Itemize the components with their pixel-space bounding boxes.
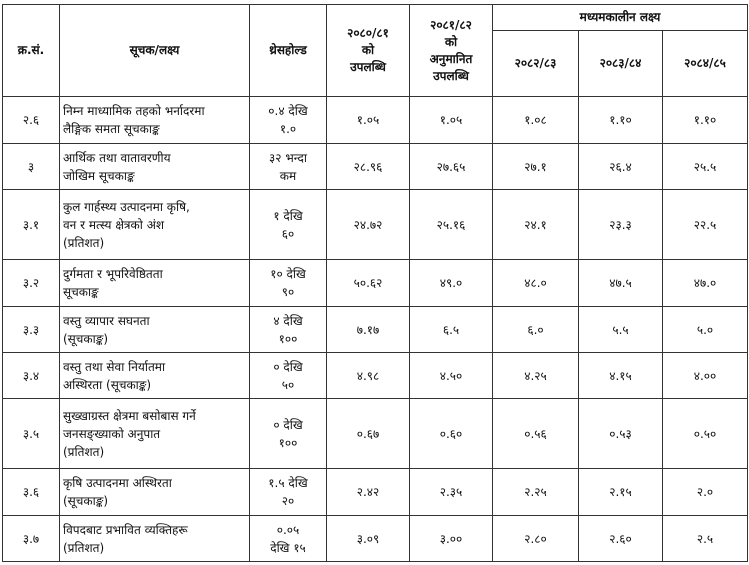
- header-estimated-8182: २०८१/८२ को अनुमानित उपलब्धि: [409, 4, 493, 97]
- cell-estimated: ४.५०: [409, 352, 493, 399]
- cell-estimated: २७.६५: [409, 143, 493, 190]
- cell-sn: ३.१: [2, 189, 60, 260]
- cell-sn: ३.२: [2, 259, 60, 307]
- cell-estimated: ४९.०: [409, 259, 493, 307]
- cell-target-8283: २४.१: [492, 189, 579, 260]
- cell-threshold: ३२ भन्दा कम: [249, 143, 327, 190]
- cell-achieved: ७.१७: [326, 306, 410, 353]
- table-row: ३.४ वस्तु तथा सेवा निर्यातमा अस्थिरता (सूच…: [2, 352, 748, 399]
- cell-indicator: निम्न माध्यामिक तहको भर्नादरमा लैङ्गिक सम…: [59, 96, 250, 144]
- cell-threshold: १ देखि ६०: [249, 189, 327, 260]
- cell-target-8384: ५.५: [578, 306, 663, 353]
- cell-achieved: २८.९६: [326, 143, 410, 190]
- cell-estimated: २५.१६: [409, 189, 493, 260]
- cell-threshold: ० देखि १००: [249, 398, 327, 469]
- cell-target-8283: २७.१: [492, 143, 579, 190]
- header-midterm: मध्यमकालीन लक्ष्य: [492, 4, 748, 31]
- header-indicator: सूचक/लक्ष्य: [59, 4, 250, 97]
- cell-achieved: ३.०९: [326, 515, 410, 562]
- cell-threshold: १० देखि ९०: [249, 259, 327, 307]
- cell-target-8384: १.१०: [578, 96, 663, 144]
- table-row: ३.२ दुर्गमता र भूपरिवेष्ठितता सूचकाङ्क १० द…: [2, 259, 748, 307]
- cell-target-8384: ४७.५: [578, 259, 663, 307]
- cell-threshold: ० देखि ५०: [249, 352, 327, 399]
- cell-target-8485: २२.५: [662, 189, 748, 260]
- cell-estimated: ६.५: [409, 306, 493, 353]
- table-row: ३.३ वस्तु व्यापार सघनता (सूचकाङ्क) ४ देखि १०…: [2, 306, 748, 353]
- cell-threshold: ४ देखि १००: [249, 306, 327, 353]
- table-row: ३.५ सुख्खाग्रस्त क्षेत्रमा बसोबास गर्ने जन…: [2, 398, 748, 469]
- cell-target-8485: २५.५: [662, 143, 748, 190]
- table-row: २.६ निम्न माध्यामिक तहको भर्नादरमा लैङ्गिक…: [2, 96, 748, 144]
- cell-target-8384: ४.१५: [578, 352, 663, 399]
- table-row: ३ आर्थिक तथा वातावरणीय जोखिम सूचकाङ्क ३२ भन…: [2, 143, 748, 190]
- cell-estimated: ३.००: [409, 515, 493, 562]
- cell-indicator: वस्तु व्यापार सघनता (सूचकाङ्क): [59, 306, 250, 353]
- header-year-8283: २०८२/८३: [492, 30, 579, 97]
- table-row: ३.६ कृषि उत्पादनमा अस्थिरता (सूचकाङ्क) १.५ …: [2, 468, 748, 516]
- cell-sn: ३.४: [2, 352, 60, 399]
- cell-target-8283: २.८०: [492, 515, 579, 562]
- cell-target-8485: ०.५०: [662, 398, 748, 469]
- cell-target-8384: २३.३: [578, 189, 663, 260]
- cell-target-8485: २.५: [662, 515, 748, 562]
- cell-estimated: १.०५: [409, 96, 493, 144]
- cell-achieved: ०.६७: [326, 398, 410, 469]
- cell-threshold: १.५ देखि २०: [249, 468, 327, 516]
- cell-achieved: २४.७२: [326, 189, 410, 260]
- cell-target-8283: ६.०: [492, 306, 579, 353]
- cell-target-8485: ५.०: [662, 306, 748, 353]
- cell-target-8283: १.०८: [492, 96, 579, 144]
- table-row: ३.१ कुल गार्हस्थ्य उत्पादनमा कृषि, वन र मत…: [2, 189, 748, 260]
- header-year-8384: २०८३/८४: [578, 30, 663, 97]
- cell-sn: ३.५: [2, 398, 60, 469]
- cell-estimated: ०.६०: [409, 398, 493, 469]
- cell-sn: ३.३: [2, 306, 60, 353]
- cell-target-8283: ४.२५: [492, 352, 579, 399]
- cell-target-8485: ४७.०: [662, 259, 748, 307]
- cell-target-8485: १.१०: [662, 96, 748, 144]
- cell-sn: ३.६: [2, 468, 60, 516]
- cell-estimated: २.३५: [409, 468, 493, 516]
- cell-target-8384: ०.५३: [578, 398, 663, 469]
- header-threshold: थ्रेसहोल्ड: [249, 4, 327, 97]
- cell-threshold: ०.०५ देखि १५: [249, 515, 327, 562]
- cell-achieved: ५०.६२: [326, 259, 410, 307]
- cell-sn: २.६: [2, 96, 60, 144]
- cell-threshold: ०.४ देखि १.०: [249, 96, 327, 144]
- cell-target-8283: २.२५: [492, 468, 579, 516]
- cell-indicator: कृषि उत्पादनमा अस्थिरता (सूचकाङ्क): [59, 468, 250, 516]
- table-row: ३.७ विपदबाट प्रभावित व्यक्तिहरू (प्रतिशत) ०…: [2, 515, 748, 562]
- cell-target-8485: ४.००: [662, 352, 748, 399]
- cell-indicator: आर्थिक तथा वातावरणीय जोखिम सूचकाङ्क: [59, 143, 250, 190]
- cell-target-8384: २.६०: [578, 515, 663, 562]
- cell-indicator: कुल गार्हस्थ्य उत्पादनमा कृषि, वन र मत्स्…: [59, 189, 250, 260]
- cell-indicator: सुख्खाग्रस्त क्षेत्रमा बसोबास गर्ने जनसङ्…: [59, 398, 250, 469]
- cell-achieved: २.४२: [326, 468, 410, 516]
- cell-target-8283: ४८.०: [492, 259, 579, 307]
- header-sn: क्र.सं.: [2, 4, 60, 97]
- cell-indicator: वस्तु तथा सेवा निर्यातमा अस्थिरता (सूचकाङ…: [59, 352, 250, 399]
- cell-sn: ३.७: [2, 515, 60, 562]
- cell-target-8384: २६.४: [578, 143, 663, 190]
- cell-sn: ३: [2, 143, 60, 190]
- header-year-8485: २०८४/८५: [662, 30, 748, 97]
- cell-achieved: १.०५: [326, 96, 410, 144]
- cell-target-8485: २.०: [662, 468, 748, 516]
- cell-indicator: विपदबाट प्रभावित व्यक्तिहरू (प्रतिशत): [59, 515, 250, 562]
- indicator-table: क्र.सं. सूचक/लक्ष्य थ्रेसहोल्ड २०८०/८१ को…: [2, 4, 748, 562]
- header-achieved-8081: २०८०/८१ को उपलब्धि: [326, 4, 410, 97]
- cell-achieved: ४.९८: [326, 352, 410, 399]
- cell-target-8384: २.१५: [578, 468, 663, 516]
- cell-target-8283: ०.५६: [492, 398, 579, 469]
- cell-indicator: दुर्गमता र भूपरिवेष्ठितता सूचकाङ्क: [59, 259, 250, 307]
